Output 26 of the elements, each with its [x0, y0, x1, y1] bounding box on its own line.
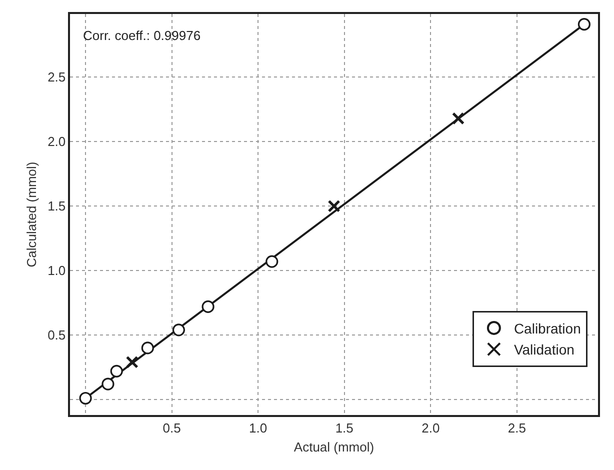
point [110, 364, 123, 378]
point [79, 392, 92, 405]
point [202, 300, 214, 313]
x-tick-label: 1.0 [249, 420, 268, 436]
legend-label: Calibration [514, 320, 581, 336]
y-axis-title: Calculated (mmol) [24, 162, 40, 268]
point [452, 112, 465, 125]
y-tick-label: 0.5 [48, 328, 66, 343]
point [172, 324, 186, 336]
point [328, 200, 340, 212]
y-tick-label: 1.0 [48, 263, 66, 278]
point [266, 255, 278, 268]
annotation: Corr. coeff.: 0.99976 [83, 28, 201, 43]
y-tick-label: 1.5 [48, 198, 66, 214]
legend-label: Validation [514, 342, 574, 358]
x-axis-title: Actual (mmol) [294, 439, 374, 454]
point [126, 356, 138, 368]
x-tick-label: 0.5 [162, 420, 181, 436]
x-tick-label: 2.0 [422, 420, 440, 436]
y-tick-label: 2.5 [48, 70, 66, 85]
x-tick-label: 1.5 [335, 420, 354, 436]
point [102, 378, 114, 390]
point [141, 342, 154, 354]
y-tick-label: 2.0 [48, 134, 66, 150]
point [578, 18, 590, 31]
x-tick-label: 2.5 [508, 420, 526, 436]
